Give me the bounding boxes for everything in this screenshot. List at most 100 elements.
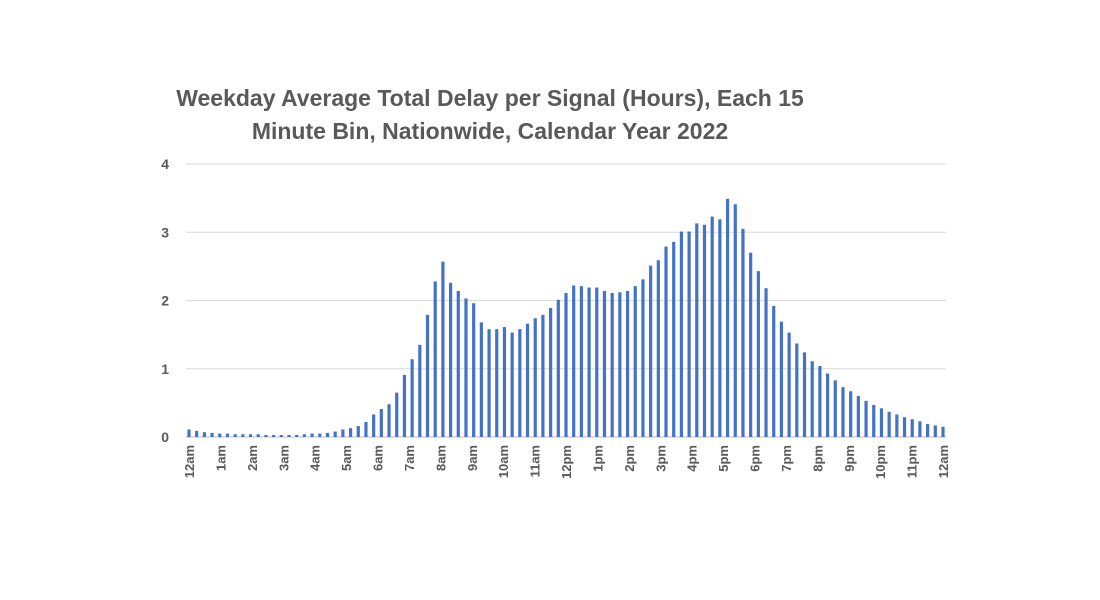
bar — [233, 434, 237, 437]
bar — [487, 329, 491, 437]
bar — [533, 318, 537, 437]
x-tick-label: 12pm — [559, 445, 574, 479]
bar — [879, 408, 884, 437]
bar — [518, 329, 522, 437]
bar — [310, 433, 314, 437]
bar — [595, 287, 599, 437]
x-tick-label: 3pm — [653, 445, 668, 472]
x-tick-label: 9am — [465, 445, 480, 471]
bar — [633, 286, 637, 437]
bar — [572, 285, 576, 437]
bar — [202, 432, 206, 437]
bar — [756, 271, 760, 437]
x-tick-label: 6pm — [748, 445, 763, 472]
x-tick-label: 10pm — [873, 445, 888, 479]
bar — [272, 434, 276, 437]
x-tick-label: 9pm — [842, 445, 857, 472]
y-tick-label: 0 — [161, 429, 169, 445]
x-tick-label: 1pm — [590, 445, 605, 472]
bar — [849, 391, 853, 437]
bar — [602, 290, 607, 437]
bar — [872, 404, 876, 437]
bar — [933, 425, 937, 437]
bar — [895, 414, 899, 437]
bar — [279, 434, 283, 437]
bar-series — [187, 198, 945, 437]
x-tick-label: 2pm — [622, 445, 637, 472]
bar — [264, 434, 268, 437]
bar — [718, 219, 722, 437]
bar — [625, 290, 630, 437]
bar — [448, 282, 453, 437]
bar — [856, 396, 860, 437]
x-axis-tick-labels: 12am 1am 2am 3am 4am 5am 6am 7am 8am 9am 10am 11am 1… — [182, 445, 951, 479]
bar — [649, 265, 653, 437]
bar — [418, 344, 422, 437]
bar — [841, 387, 845, 437]
bar — [679, 231, 684, 437]
chart-title: Weekday Average Total Delay per Signal (… — [170, 82, 810, 148]
bar — [256, 434, 260, 437]
bar — [749, 252, 753, 437]
x-tick-label: 12am — [182, 445, 197, 478]
x-tick-label: 5pm — [716, 445, 731, 472]
bar — [348, 428, 353, 437]
x-tick-label: 5am — [339, 445, 354, 471]
bar — [564, 292, 568, 437]
bar — [502, 327, 507, 437]
bar — [887, 411, 891, 437]
bar — [556, 299, 560, 437]
y-tick-label: 4 — [161, 156, 169, 172]
x-tick-label: 12am — [936, 445, 951, 478]
bar — [218, 433, 222, 437]
bar — [356, 426, 360, 437]
x-tick-label: 4am — [308, 445, 323, 471]
bar — [210, 432, 214, 437]
x-tick-label: 4pm — [685, 445, 700, 472]
bar — [395, 392, 399, 437]
bar — [325, 432, 330, 437]
x-tick-label: 8pm — [810, 445, 825, 472]
chart-title-line-2: Minute Bin, Nationwide, Calendar Year 20… — [251, 118, 729, 144]
bar — [287, 434, 291, 437]
bar — [302, 434, 307, 437]
bar — [902, 417, 907, 437]
bar — [333, 431, 337, 437]
bar — [541, 314, 545, 437]
bar — [825, 373, 830, 437]
bar — [772, 305, 776, 437]
bar — [495, 329, 499, 437]
bar — [764, 288, 768, 437]
bar — [833, 380, 837, 437]
bar — [241, 434, 245, 437]
bar — [441, 261, 445, 437]
bar — [795, 343, 799, 437]
bar — [725, 198, 730, 437]
bar — [425, 314, 430, 437]
x-tick-label: 1am — [213, 445, 228, 471]
x-tick-label: 7am — [402, 445, 417, 471]
x-tick-label: 2am — [245, 445, 260, 471]
bar — [918, 421, 922, 437]
bar — [818, 366, 822, 437]
x-tick-label: 7pm — [779, 445, 794, 472]
bar — [656, 260, 660, 437]
bar — [464, 298, 468, 437]
bar — [941, 426, 945, 437]
bar — [225, 433, 230, 437]
bar — [318, 433, 322, 437]
y-axis-tick-labels: 0 1 2 3 4 — [161, 156, 169, 445]
bar — [525, 323, 530, 437]
x-tick-label: 6am — [371, 445, 386, 471]
bar — [579, 286, 583, 437]
x-tick-label: 10am — [496, 445, 511, 478]
bar — [472, 303, 476, 437]
x-tick-label: 8am — [433, 445, 448, 471]
bar — [926, 424, 930, 437]
bar — [687, 231, 691, 437]
chart-title-line-1: Weekday Average Total Delay per Signal (… — [176, 85, 804, 111]
bar — [402, 374, 407, 437]
x-tick-label: 3am — [276, 445, 291, 471]
bar — [710, 216, 714, 437]
